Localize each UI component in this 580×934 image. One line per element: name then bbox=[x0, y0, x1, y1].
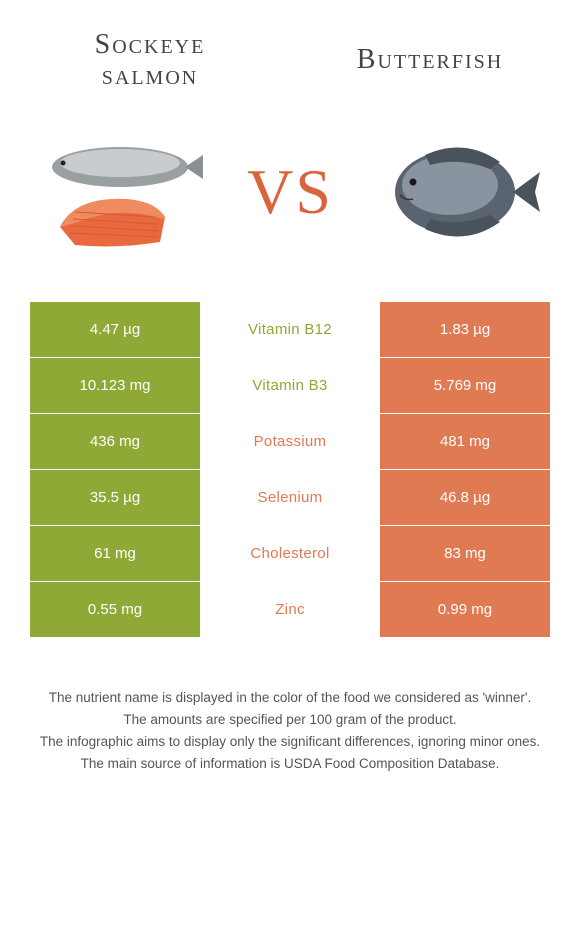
right-value: 0.99 mg bbox=[380, 582, 550, 638]
imagery-row: VS bbox=[0, 102, 580, 302]
comparison-table: 4.47 µgVitamin B121.83 µg10.123 mgVitami… bbox=[30, 302, 550, 638]
right-food-title: Butterfish bbox=[330, 45, 530, 76]
butterfish-image bbox=[370, 122, 550, 262]
left-value: 4.47 µg bbox=[30, 302, 200, 358]
footnotes: The nutrient name is displayed in the co… bbox=[0, 688, 580, 775]
left-value: 0.55 mg bbox=[30, 582, 200, 638]
left-value: 436 mg bbox=[30, 414, 200, 470]
sockeye-salmon-image bbox=[30, 122, 210, 262]
table-row: 4.47 µgVitamin B121.83 µg bbox=[30, 302, 550, 358]
footnote-line: The main source of information is USDA F… bbox=[30, 754, 550, 774]
nutrient-name: Cholesterol bbox=[200, 526, 380, 582]
nutrient-name: Zinc bbox=[200, 582, 380, 638]
footnote-line: The nutrient name is displayed in the co… bbox=[30, 688, 550, 708]
table-row: 61 mgCholesterol83 mg bbox=[30, 526, 550, 582]
table-row: 436 mgPotassium481 mg bbox=[30, 414, 550, 470]
nutrient-name: Vitamin B3 bbox=[200, 358, 380, 414]
right-value: 481 mg bbox=[380, 414, 550, 470]
footnote-line: The amounts are specified per 100 gram o… bbox=[30, 710, 550, 730]
left-value: 10.123 mg bbox=[30, 358, 200, 414]
nutrient-name: Vitamin B12 bbox=[200, 302, 380, 358]
nutrient-name: Selenium bbox=[200, 470, 380, 526]
header: Sockeye salmon Butterfish bbox=[0, 0, 580, 102]
right-value: 5.769 mg bbox=[380, 358, 550, 414]
left-value: 61 mg bbox=[30, 526, 200, 582]
right-value: 83 mg bbox=[380, 526, 550, 582]
vs-label: VS bbox=[247, 155, 333, 229]
nutrient-name: Potassium bbox=[200, 414, 380, 470]
right-value: 46.8 µg bbox=[380, 470, 550, 526]
table-row: 10.123 mgVitamin B35.769 mg bbox=[30, 358, 550, 414]
left-food-title: Sockeye salmon bbox=[50, 30, 250, 92]
table-row: 0.55 mgZinc0.99 mg bbox=[30, 582, 550, 638]
right-value: 1.83 µg bbox=[380, 302, 550, 358]
left-value: 35.5 µg bbox=[30, 470, 200, 526]
table-row: 35.5 µgSelenium46.8 µg bbox=[30, 470, 550, 526]
footnote-line: The infographic aims to display only the… bbox=[30, 732, 550, 752]
